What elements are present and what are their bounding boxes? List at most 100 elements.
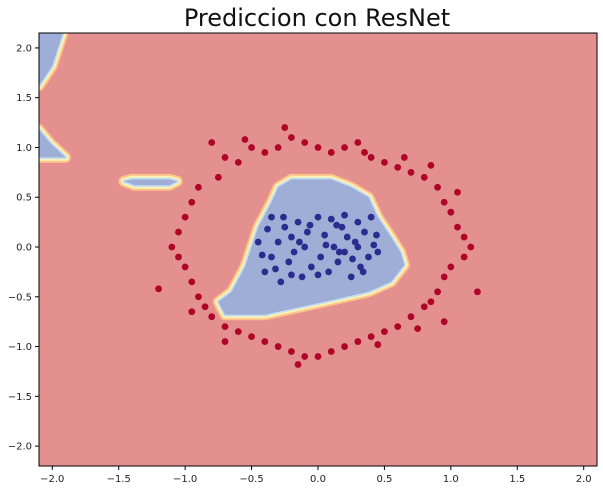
data-point-class-1 — [367, 154, 375, 161]
data-point-class-0 — [354, 218, 362, 226]
data-point-class-1 — [440, 318, 448, 326]
x-tick-label: 1.0 — [443, 474, 459, 485]
data-point-class-1 — [440, 198, 448, 206]
data-point-class-1 — [447, 263, 455, 271]
data-point-class-0 — [317, 253, 325, 261]
data-point-class-0 — [314, 213, 322, 221]
data-point-class-0 — [333, 221, 340, 229]
data-point-class-1 — [181, 213, 189, 221]
data-point-class-1 — [214, 173, 222, 181]
data-point-class-1 — [294, 361, 302, 368]
x-tick-label: −2.0 — [40, 474, 64, 485]
x-tick-label: 0.0 — [310, 474, 326, 485]
data-point-class-0 — [281, 223, 289, 231]
data-point-class-1 — [327, 348, 335, 355]
data-point-class-0 — [254, 238, 262, 246]
data-point-class-1 — [301, 139, 309, 146]
data-point-class-1 — [414, 325, 422, 333]
decision-regions — [39, 33, 410, 321]
plot-area — [39, 33, 597, 466]
data-point-class-0 — [322, 241, 330, 249]
data-point-class-0 — [330, 243, 338, 251]
data-point-class-0 — [351, 238, 359, 246]
data-point-class-1 — [168, 243, 176, 251]
data-point-class-0 — [361, 228, 368, 236]
data-point-class-1 — [400, 154, 408, 161]
data-point-class-1 — [188, 308, 196, 316]
data-point-class-1 — [248, 333, 255, 340]
data-point-class-0 — [277, 278, 285, 286]
data-point-class-0 — [327, 215, 335, 223]
data-point-class-1 — [208, 139, 216, 146]
data-point-class-1 — [175, 228, 182, 236]
data-point-class-1 — [314, 353, 322, 360]
data-point-class-1 — [274, 343, 282, 350]
x-tick-label: −0.5 — [239, 474, 263, 485]
data-point-class-1 — [420, 173, 428, 181]
data-point-class-1 — [434, 183, 441, 191]
data-point-class-0 — [307, 263, 315, 271]
data-point-class-1 — [234, 328, 242, 336]
data-point-class-1 — [381, 328, 388, 336]
y-tick-label: 0.0 — [16, 243, 32, 254]
data-point-class-1 — [381, 159, 388, 166]
data-point-class-0 — [288, 271, 295, 279]
data-point-class-0 — [264, 225, 271, 233]
data-point-class-1 — [427, 161, 435, 169]
data-point-class-1 — [261, 149, 269, 156]
decision-region-inner — [124, 179, 178, 186]
x-tick-label: 1.5 — [509, 474, 525, 485]
data-point-class-1 — [181, 263, 189, 271]
data-point-class-1 — [407, 313, 415, 321]
data-point-class-0 — [314, 271, 322, 279]
data-point-class-1 — [288, 134, 295, 141]
data-point-class-0 — [354, 243, 362, 251]
data-point-class-1 — [354, 338, 362, 345]
data-point-class-0 — [303, 228, 311, 236]
data-point-class-1 — [361, 149, 368, 156]
decision-region-inner — [39, 129, 66, 158]
data-point-class-1 — [248, 144, 255, 151]
x-tick-label: 2.0 — [576, 474, 592, 485]
data-point-class-1 — [341, 144, 348, 151]
y-tick-label: 1.0 — [16, 143, 32, 154]
data-point-class-1 — [367, 333, 375, 340]
data-point-class-0 — [285, 258, 293, 266]
data-point-class-1 — [301, 353, 309, 360]
data-point-class-0 — [298, 273, 306, 281]
data-point-class-0 — [306, 221, 314, 229]
data-point-class-1 — [354, 139, 362, 146]
data-point-class-0 — [258, 251, 266, 259]
data-point-class-1 — [420, 303, 428, 311]
data-point-class-1 — [221, 323, 229, 331]
data-point-class-0 — [301, 243, 309, 251]
data-point-class-1 — [427, 298, 435, 306]
data-point-class-1 — [341, 343, 348, 350]
data-point-class-0 — [261, 268, 269, 276]
data-point-class-1 — [188, 278, 196, 286]
data-point-class-0 — [325, 268, 333, 276]
data-point-class-1 — [394, 323, 402, 331]
data-point-class-0 — [294, 218, 302, 226]
data-point-class-1 — [234, 159, 242, 166]
data-point-class-1 — [460, 253, 468, 261]
data-point-class-0 — [290, 248, 298, 256]
data-point-class-1 — [288, 348, 295, 355]
data-point-class-0 — [374, 248, 382, 256]
data-point-class-1 — [467, 243, 475, 251]
data-point-class-1 — [407, 168, 415, 176]
data-point-class-1 — [155, 285, 162, 293]
data-point-class-1 — [221, 338, 229, 345]
data-point-class-1 — [394, 163, 402, 171]
data-point-class-0 — [365, 253, 372, 261]
data-point-class-0 — [347, 273, 355, 281]
data-point-class-1 — [175, 253, 182, 261]
y-tick-label: 1.5 — [16, 93, 32, 104]
data-point-class-1 — [460, 233, 468, 241]
data-point-class-0 — [268, 253, 275, 261]
chart-title: Prediccion con ResNet — [184, 4, 450, 32]
data-point-class-1 — [314, 144, 322, 151]
data-point-class-1 — [274, 144, 282, 151]
data-point-class-0 — [272, 265, 279, 273]
